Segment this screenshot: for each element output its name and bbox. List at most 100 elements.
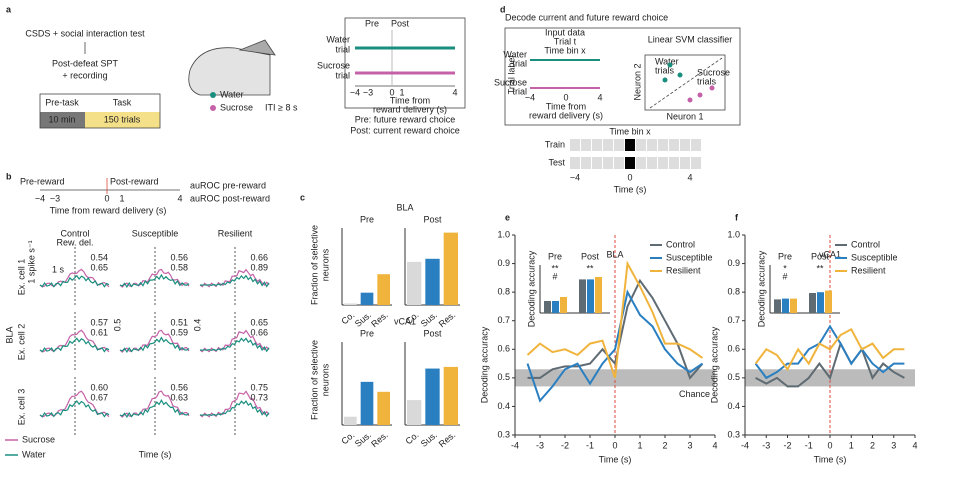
label: trials — [655, 65, 675, 75]
label: Control — [666, 239, 695, 249]
label: ** — [551, 263, 559, 273]
inset-bar — [595, 277, 602, 313]
x-tick-label: -2 — [561, 440, 569, 450]
trace — [39, 400, 110, 418]
label: Ex. cell 1 — [16, 259, 26, 296]
x-tick-label: 1 — [637, 440, 642, 450]
inset-bar — [774, 299, 781, 313]
time-bin — [691, 139, 701, 151]
label: −4 — [350, 87, 360, 97]
trace — [119, 398, 190, 419]
y-tick-label: 0.4 — [727, 401, 740, 411]
time-bin — [614, 157, 624, 169]
time-bin — [669, 139, 679, 151]
label: 4 — [687, 172, 692, 182]
line — [527, 278, 704, 380]
label: trial — [512, 86, 527, 96]
label: BLA — [4, 326, 14, 343]
label: neurons — [320, 248, 330, 281]
time-bin — [603, 157, 613, 169]
label: Rew. del. — [56, 237, 93, 247]
label: Post — [391, 18, 410, 28]
label: 0.51 — [170, 317, 188, 327]
trace — [199, 268, 270, 288]
x-tick-label: 3 — [891, 440, 896, 450]
label: Decode current and future reward choice — [505, 12, 668, 22]
panel-letter: e — [505, 212, 510, 222]
mouse — [188, 47, 271, 96]
label: Sucrose — [697, 67, 730, 77]
label: Resilient — [851, 265, 886, 275]
time-bin — [581, 139, 591, 151]
label: Time (s) — [139, 449, 172, 459]
time-bin — [592, 139, 602, 151]
label: 1 — [399, 87, 404, 97]
inset-bar — [817, 292, 824, 313]
label: trial — [512, 58, 527, 68]
x-tick-label: 1 — [849, 440, 854, 450]
y-tick-label: 0.8 — [497, 287, 510, 297]
label: ** — [816, 263, 824, 273]
sucrose-drop — [210, 105, 216, 111]
time-bin — [625, 139, 635, 151]
inset-box — [344, 17, 466, 109]
label: Time bin x — [544, 45, 586, 55]
time-bin — [570, 157, 580, 169]
y-tick-label: 0.6 — [497, 344, 510, 354]
line — [526, 260, 704, 379]
bar — [425, 368, 440, 425]
time-bin — [669, 157, 679, 169]
label: 0.60 — [90, 382, 108, 392]
bar — [377, 391, 390, 425]
label: 0 — [563, 92, 568, 102]
svm-point — [709, 85, 715, 91]
d-box — [504, 27, 741, 126]
panel-letter: d — [500, 4, 506, 14]
time-bin — [570, 139, 580, 151]
label: Linear SVM classifier — [648, 34, 733, 44]
y-tick-label: 0.7 — [727, 315, 740, 325]
line — [526, 289, 704, 403]
svm-box — [644, 54, 726, 111]
label: Post-reward — [110, 176, 159, 186]
label: # — [552, 271, 557, 281]
bar — [425, 258, 440, 305]
label: trial — [335, 44, 350, 54]
svm-point — [667, 62, 673, 68]
label: reward delivery (s) — [373, 104, 447, 114]
label: # — [782, 271, 787, 281]
label: vCA1 — [819, 249, 841, 259]
x-tick-label: 2 — [662, 440, 667, 450]
x-tick-label: -1 — [586, 440, 594, 450]
label: Decoding accuracy — [526, 250, 536, 327]
label: reward delivery (s) — [529, 110, 603, 120]
label: 0 — [627, 172, 632, 182]
inset-bar — [552, 301, 559, 313]
label: Ex. cell 2 — [16, 324, 26, 361]
label: Trial t — [554, 36, 577, 46]
inset-bar — [809, 293, 816, 313]
label: −3 — [363, 87, 373, 97]
time-bin — [647, 157, 657, 169]
bar — [360, 381, 374, 425]
label: 0.56 — [170, 382, 188, 392]
label: 150 trials — [104, 114, 141, 124]
label: Pre — [778, 251, 792, 261]
label: * — [783, 263, 787, 273]
water-drop — [210, 92, 216, 98]
task-cell — [85, 112, 160, 128]
line — [754, 327, 905, 372]
trace — [199, 400, 270, 418]
x-tick-label: Sus. — [353, 310, 373, 329]
time-bin — [691, 157, 701, 169]
label: Fraction of selective — [309, 225, 319, 305]
time-bin — [658, 139, 668, 151]
decor — [39, 17, 741, 194]
label: Pre-reward — [20, 176, 65, 186]
label: Control — [851, 239, 880, 249]
x-tick-label: -2 — [783, 440, 791, 450]
time-bin — [625, 157, 635, 169]
y-tick-label: 0.9 — [497, 258, 510, 268]
inset-bar — [587, 279, 594, 313]
x-tick-label: -3 — [536, 440, 544, 450]
